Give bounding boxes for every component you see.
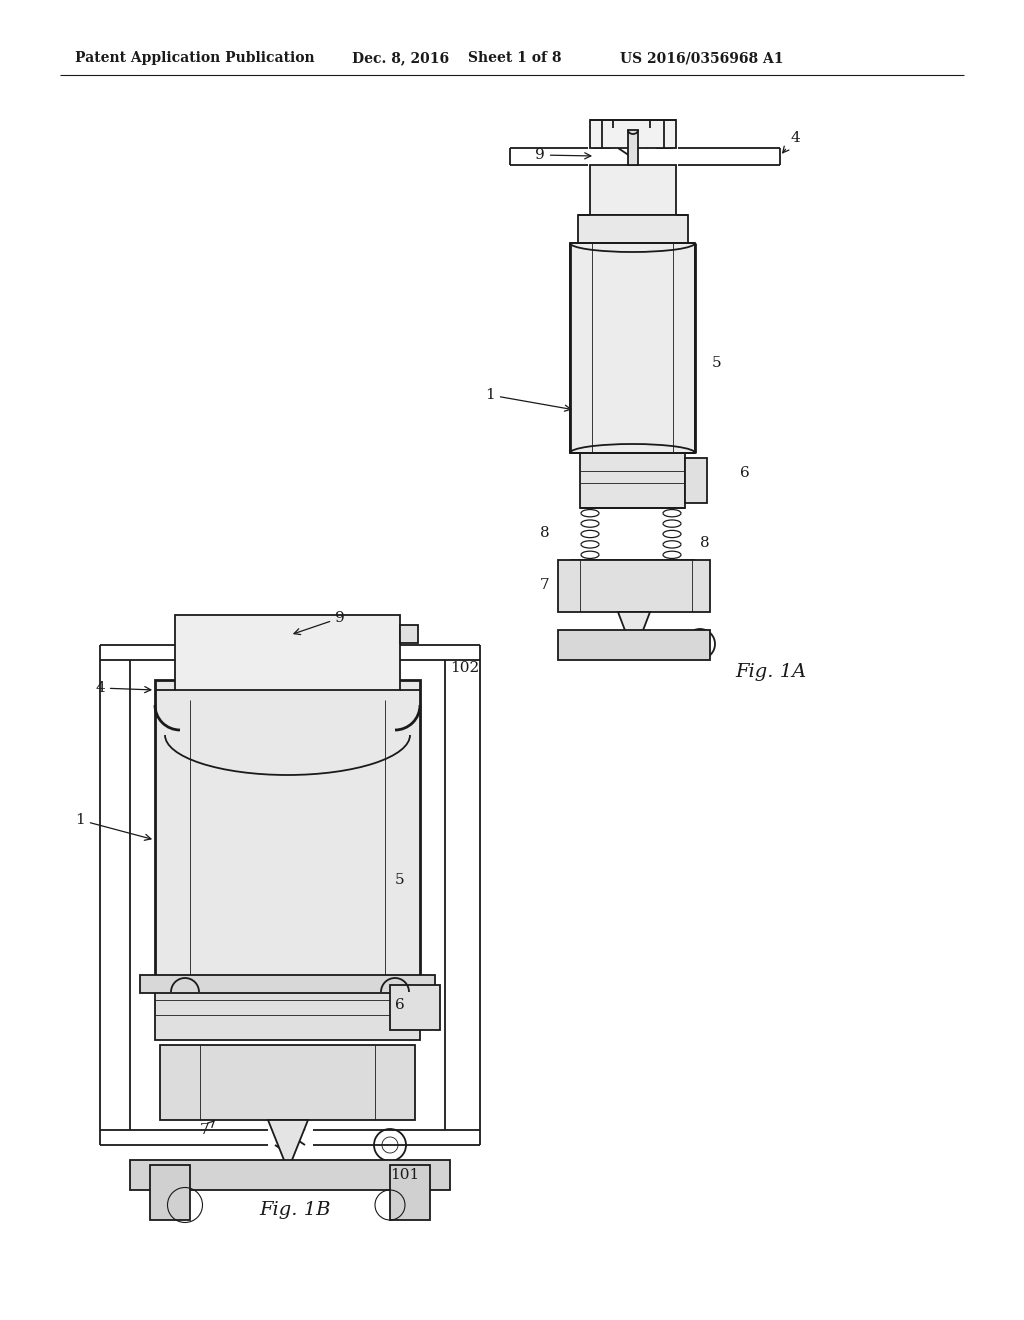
Bar [390, 1166, 430, 1220]
Bar [155, 979, 420, 1040]
Text: 5: 5 [712, 356, 722, 370]
Text: Fig. 1A: Fig. 1A [735, 663, 806, 681]
Text: 1: 1 [485, 388, 571, 412]
Polygon shape [268, 1119, 308, 1170]
Bar [160, 1045, 415, 1119]
Bar [130, 1160, 450, 1191]
Text: 4: 4 [95, 681, 151, 696]
Bar [570, 243, 695, 453]
Bar [580, 453, 685, 508]
Text: 1: 1 [75, 813, 151, 841]
Text: 5: 5 [395, 873, 404, 887]
Text: 8: 8 [540, 525, 550, 540]
Text: Fig. 1B: Fig. 1B [259, 1201, 331, 1218]
Bar [140, 975, 435, 993]
Bar [578, 215, 688, 243]
Bar [590, 165, 676, 215]
Bar [175, 615, 400, 690]
Text: 8: 8 [700, 536, 710, 550]
Bar [400, 624, 418, 643]
Bar [150, 1166, 190, 1220]
Bar [628, 129, 638, 165]
Bar [390, 985, 440, 1030]
Text: 9: 9 [536, 148, 591, 162]
Text: 9: 9 [294, 611, 345, 635]
Bar [590, 120, 676, 148]
Text: US 2016/0356968 A1: US 2016/0356968 A1 [620, 51, 783, 65]
Polygon shape [618, 612, 650, 653]
Text: 7: 7 [200, 1121, 215, 1137]
Text: 4: 4 [782, 131, 800, 153]
Text: 7: 7 [540, 578, 550, 591]
Text: Dec. 8, 2016: Dec. 8, 2016 [352, 51, 450, 65]
Text: 102: 102 [450, 661, 479, 675]
Bar [558, 560, 710, 612]
Bar [685, 458, 707, 503]
Bar [558, 630, 710, 660]
Text: Sheet 1 of 8: Sheet 1 of 8 [468, 51, 561, 65]
Bar [155, 680, 420, 979]
Text: 101: 101 [390, 1168, 419, 1181]
Text: 6: 6 [740, 466, 750, 480]
Text: 6: 6 [395, 998, 404, 1012]
Text: Patent Application Publication: Patent Application Publication [75, 51, 314, 65]
